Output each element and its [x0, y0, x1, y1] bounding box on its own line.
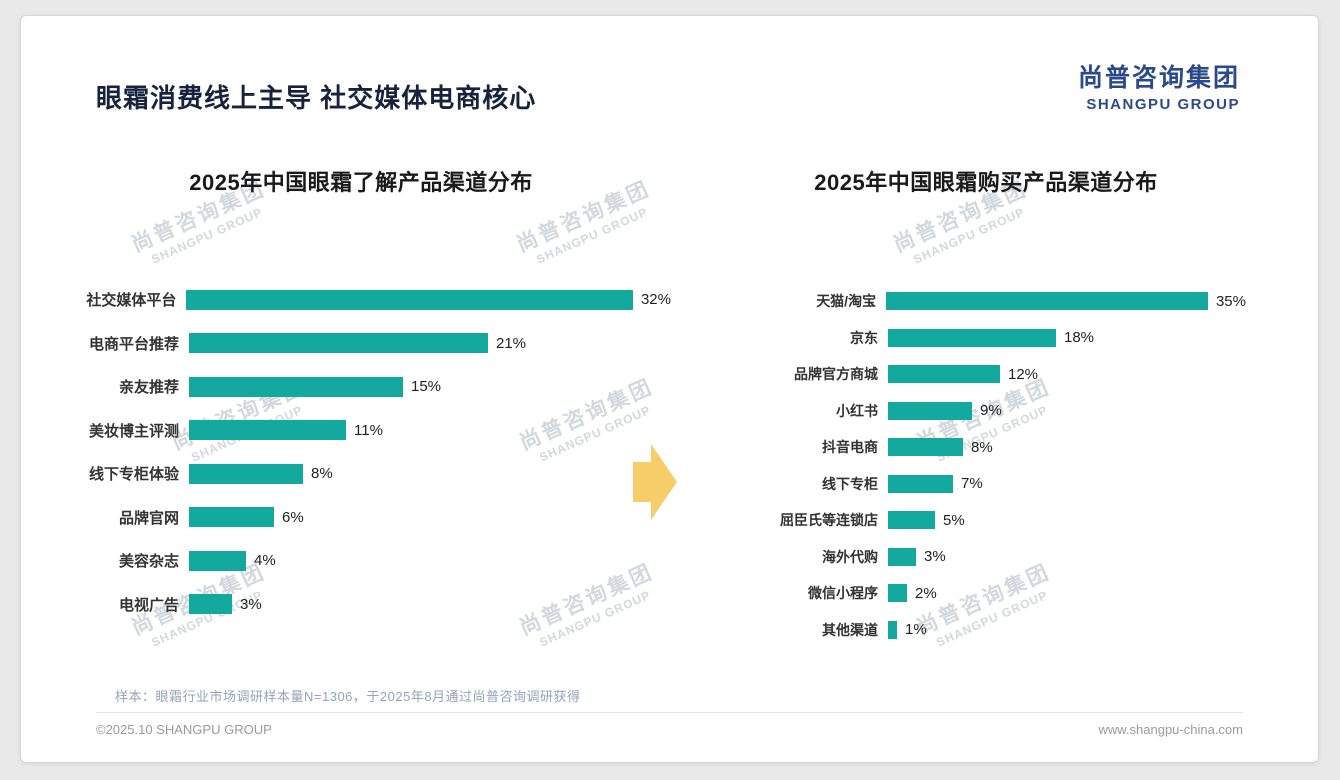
- page-title: 眼霜消费线上主导 社交媒体电商核心: [96, 83, 537, 113]
- bar-category-label: 线下专柜体验: [88, 466, 179, 484]
- bar-rows-right: 天猫/淘宝 35% 京东 18% 品牌官方商城 12% 小红书 9% 抖音电商 8% 线下专柜 7% 屈…: [726, 283, 1246, 648]
- bar-value-label: 4%: [254, 552, 276, 570]
- bar-category-label: 海外代购: [822, 548, 878, 565]
- bar-category-label: 其他渠道: [822, 621, 878, 638]
- bar: [189, 594, 232, 615]
- bar-value-label: 3%: [924, 548, 946, 566]
- bar-rows-left: 社交媒体平台 32% 电商平台推荐 21% 亲友推荐 15% 美妆博主评测 11% 线下专柜体验…: [51, 278, 671, 626]
- chart-title-right: 2025年中国眼霜购买产品渠道分布: [814, 170, 1158, 195]
- bar: [888, 584, 907, 603]
- bar: [888, 438, 963, 457]
- bar-row: 线下专柜 7%: [726, 466, 1246, 503]
- bar-row: 天猫/淘宝 35%: [726, 283, 1246, 320]
- bar-row: 其他渠道 1%: [726, 612, 1246, 649]
- bar-row: 抖音电商 8%: [726, 429, 1246, 466]
- bar-category-label: 美妆博主评测: [88, 422, 179, 440]
- logo-chinese-text: 尚普咨询集团: [1077, 64, 1240, 92]
- website-text: www.shangpu-china.com: [1098, 722, 1243, 737]
- bar-category-label: 小红书: [836, 402, 878, 419]
- bar-category-label: 品牌官方商城: [794, 366, 878, 383]
- bar: [888, 511, 935, 530]
- bar: [886, 292, 1208, 311]
- bar: [189, 550, 246, 571]
- bar-row: 屈臣氏等连锁店 5%: [726, 502, 1246, 539]
- bar-value-label: 35%: [1215, 292, 1246, 310]
- bar: [189, 333, 488, 354]
- slide-footer: ©2025.10 SHANGPU GROUP www.shangpu-china…: [96, 712, 1243, 737]
- slide: 尚普咨询集团 SHANGPU GROUP 尚普咨询集团 SHANGPU GROUP 尚普…: [20, 15, 1319, 763]
- bar-row: 美妆博主评测 11%: [51, 409, 671, 453]
- bar-value-label: 21%: [496, 334, 527, 352]
- bar-row: 品牌官网 6%: [51, 496, 671, 540]
- bar: [888, 620, 897, 639]
- bar-category-label: 亲友推荐: [118, 379, 179, 397]
- chart-title-left: 2025年中国眼霜了解产品渠道分布: [189, 170, 533, 195]
- bar-category-label: 抖音电商: [822, 439, 878, 456]
- bar-row: 电视广告 3%: [51, 583, 671, 627]
- bar-value-label: 2%: [915, 584, 937, 602]
- awareness-channel-chart: 2025年中国眼霜了解产品渠道分布 社交媒体平台 32% 电商平台推荐 21% 亲友推荐…: [51, 168, 671, 626]
- bar-category-label: 品牌官网: [118, 509, 179, 527]
- bar: [189, 463, 303, 484]
- bar-value-label: 6%: [282, 508, 304, 526]
- bar-category-label: 美容杂志: [118, 553, 179, 571]
- bar-value-label: 15%: [411, 378, 442, 396]
- sample-note: 样本：眼霜行业市场调研样本量N=1306，于2025年8月通过尚普咨询调研获得: [115, 689, 581, 704]
- bar: [888, 401, 972, 420]
- bar: [888, 328, 1056, 347]
- bar-row: 美容杂志 4%: [51, 539, 671, 583]
- bar-row: 品牌官方商城 12%: [726, 356, 1246, 393]
- company-logo: 尚普咨询集团 SHANGPU GROUP: [1078, 58, 1240, 113]
- bar: [888, 365, 1000, 384]
- bar: [189, 420, 346, 441]
- bar: [186, 289, 633, 310]
- bar-value-label: 18%: [1064, 329, 1095, 347]
- bar-category-label: 电商平台推荐: [88, 335, 179, 353]
- bar-value-label: 32%: [640, 291, 671, 309]
- bar-row: 电商平台推荐 21%: [51, 322, 671, 366]
- bar: [189, 507, 274, 528]
- bar-value-label: 11%: [354, 421, 383, 439]
- bar-value-label: 8%: [971, 438, 993, 456]
- bar-value-label: 9%: [980, 402, 1002, 420]
- bar-category-label: 线下专柜: [822, 475, 878, 492]
- bar-row: 京东 18%: [726, 320, 1246, 357]
- bar-value-label: 3%: [240, 595, 262, 613]
- bar-row: 微信小程序 2%: [726, 575, 1246, 612]
- bar-category-label: 社交媒体平台: [86, 292, 177, 310]
- bar: [888, 474, 953, 493]
- bar: [888, 547, 916, 566]
- logo-english-text: SHANGPU GROUP: [1086, 96, 1240, 113]
- bar-row: 线下专柜体验 8%: [51, 452, 671, 496]
- bar-row: 亲友推荐 15%: [51, 365, 671, 409]
- bar-value-label: 1%: [905, 621, 927, 639]
- bar-category-label: 屈臣氏等连锁店: [780, 512, 878, 529]
- bar-row: 小红书 9%: [726, 393, 1246, 430]
- bar-category-label: 电视广告: [118, 596, 179, 614]
- bar-category-label: 天猫/淘宝: [816, 293, 877, 310]
- right-arrow-icon: [633, 436, 677, 528]
- bar-value-label: 12%: [1008, 365, 1039, 383]
- bar: [189, 376, 403, 397]
- purchase-channel-chart: 2025年中国眼霜购买产品渠道分布 天猫/淘宝 35% 京东 18% 品牌官方商城 12%…: [726, 168, 1246, 648]
- copyright-text: ©2025.10 SHANGPU GROUP: [96, 722, 272, 737]
- bar-category-label: 京东: [850, 329, 878, 346]
- bar-value-label: 8%: [311, 465, 333, 483]
- bar-row: 海外代购 3%: [726, 539, 1246, 576]
- bar-value-label: 5%: [943, 511, 965, 529]
- bar-row: 社交媒体平台 32%: [51, 278, 671, 322]
- bar-category-label: 微信小程序: [808, 585, 878, 602]
- bar-value-label: 7%: [961, 475, 983, 493]
